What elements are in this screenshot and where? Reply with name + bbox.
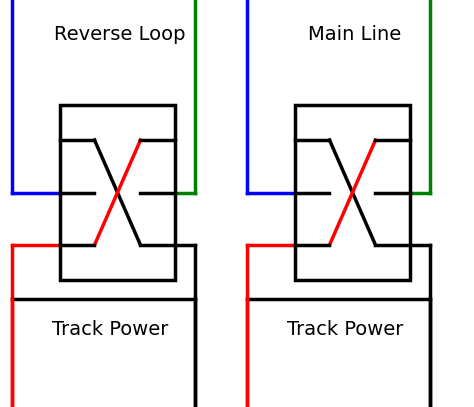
Bar	[60, 105, 175, 280]
Text: Main Line: Main Line	[309, 25, 401, 44]
Text: Track Power: Track Power	[287, 320, 403, 339]
Text: Reverse Loop: Reverse Loop	[54, 25, 186, 44]
Bar	[295, 105, 410, 280]
Text: Track Power: Track Power	[52, 320, 168, 339]
